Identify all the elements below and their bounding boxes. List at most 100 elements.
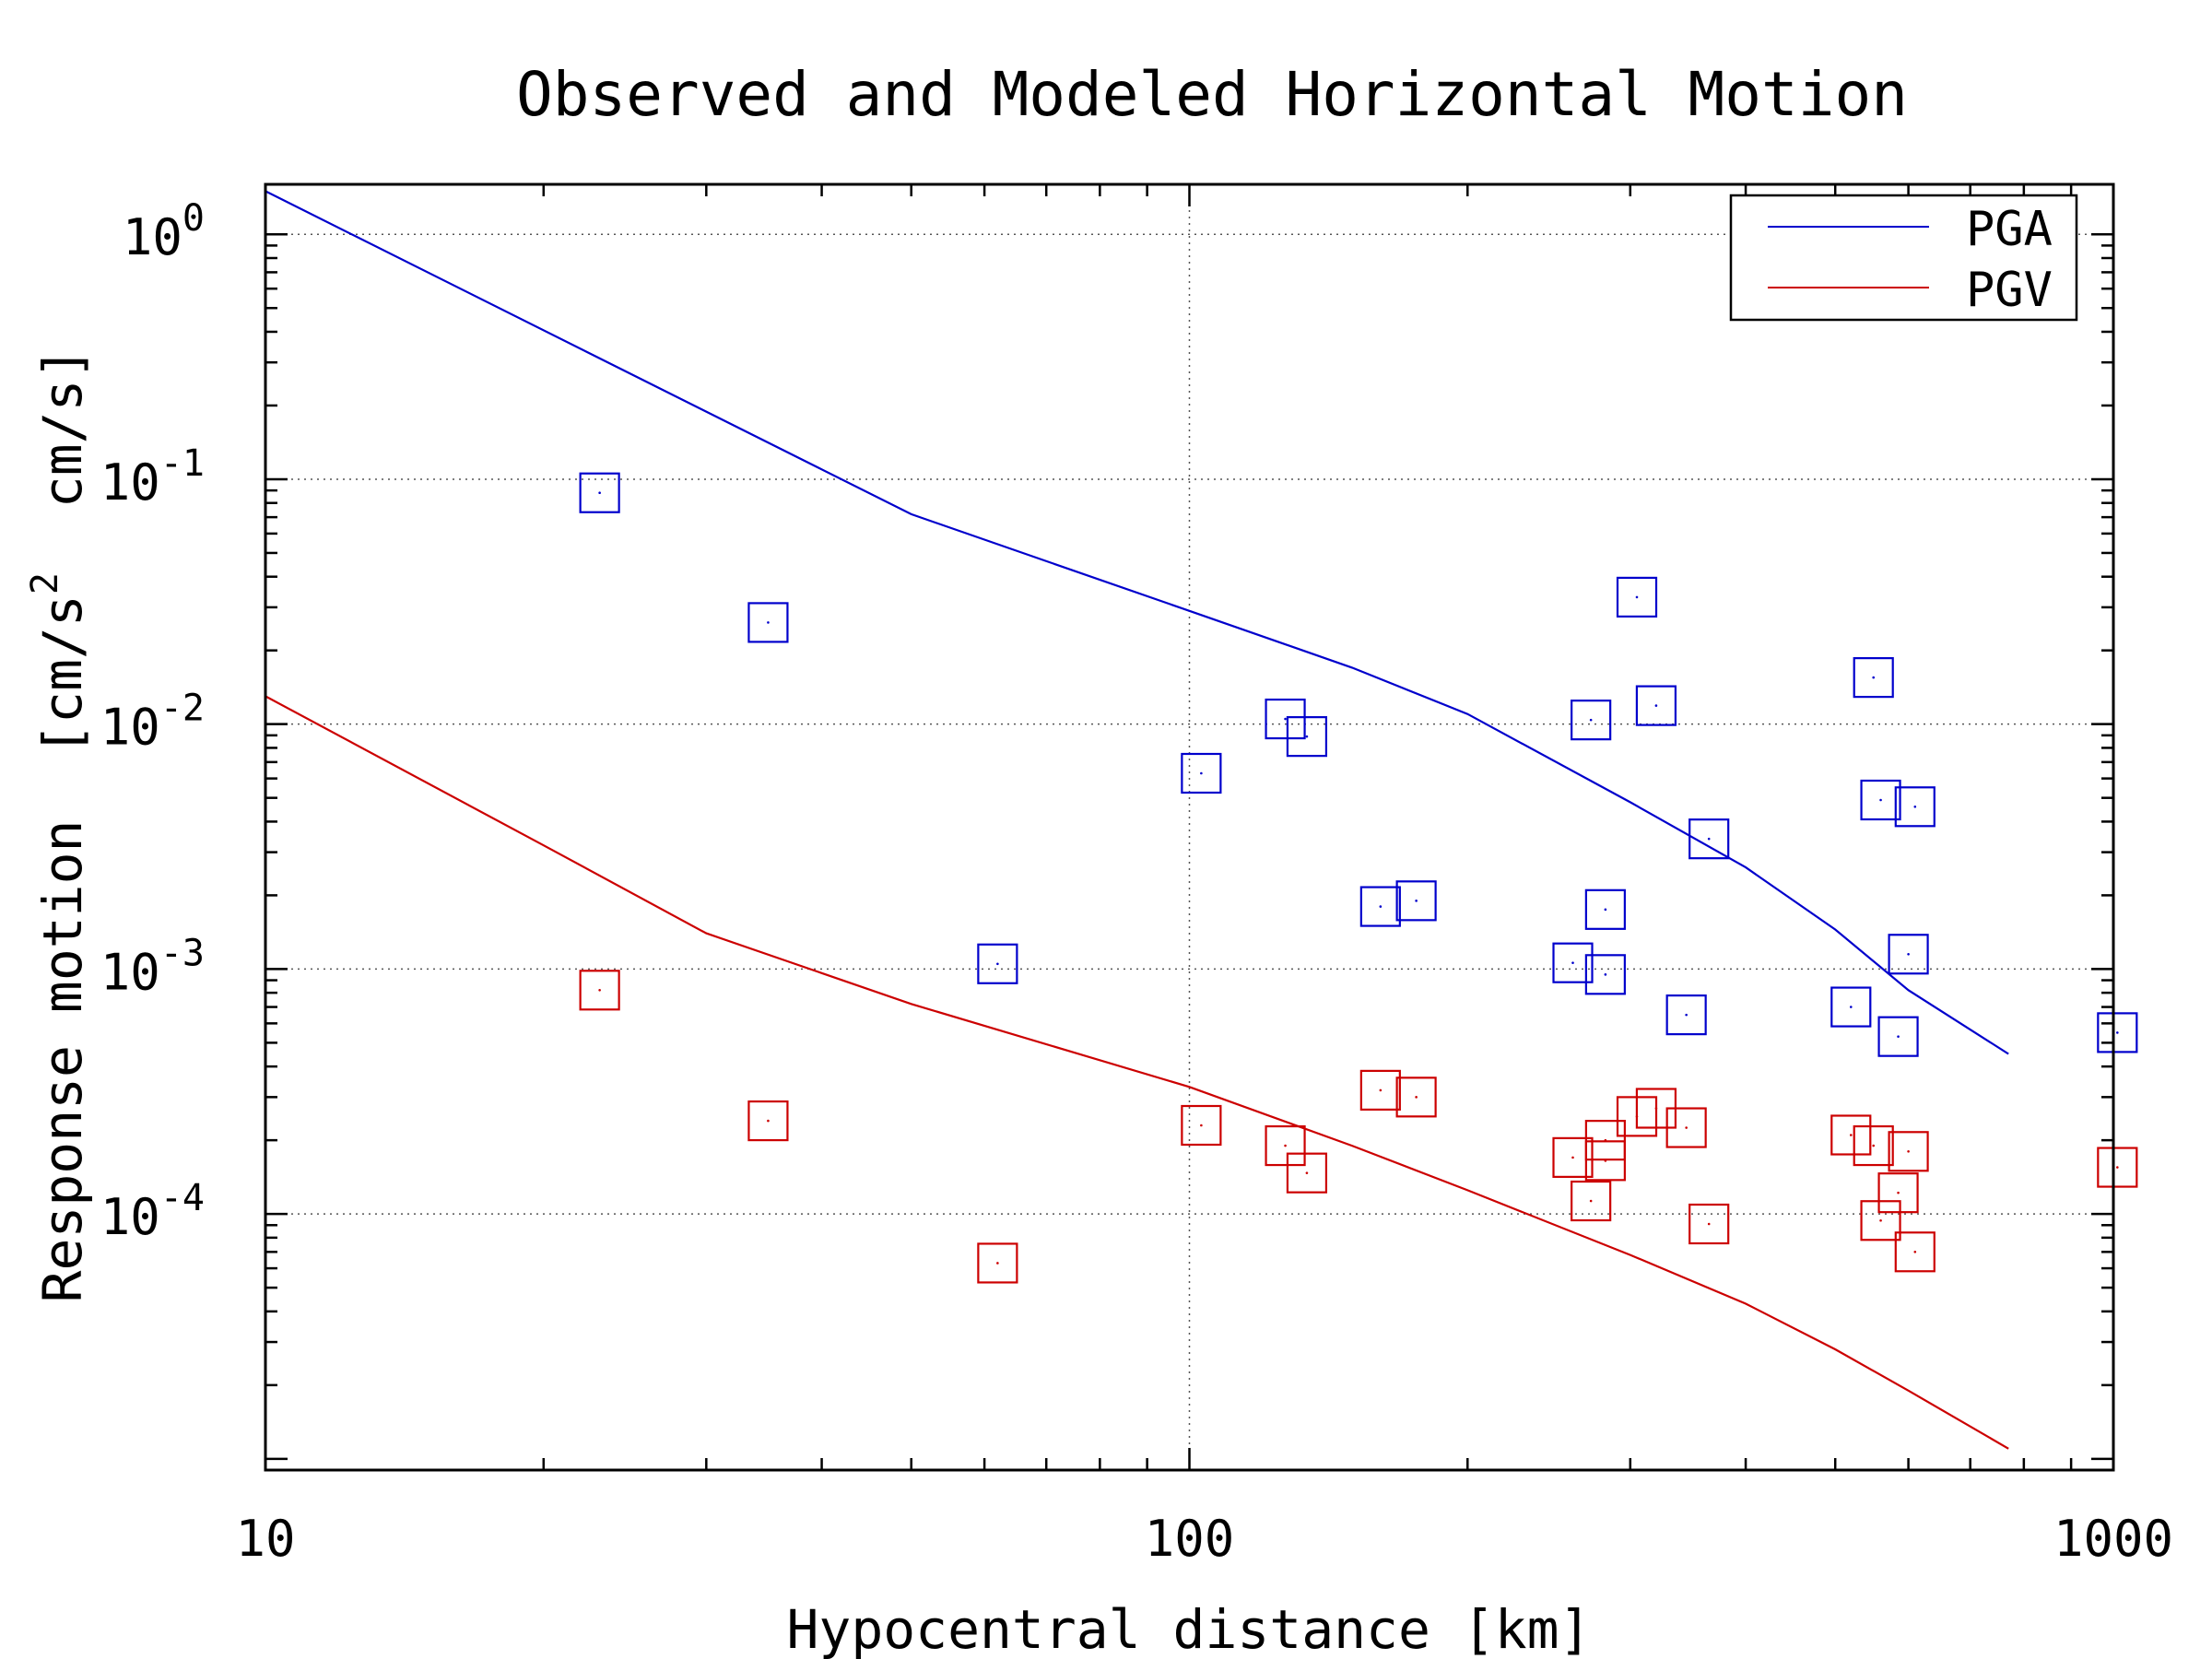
pga-observed-point — [2097, 1012, 2138, 1053]
pgv-observed-point — [1571, 1180, 1612, 1222]
y-axis-label-main: Response motion [cm/s — [31, 594, 94, 1302]
observed-points — [579, 472, 2138, 1284]
pga-observed-point — [1395, 880, 1437, 922]
pga-observed-point — [1181, 752, 1222, 794]
y-tick-label: 10-3 — [100, 932, 205, 1001]
y-axis-label-tail: cm/s] — [31, 347, 94, 572]
pgv-observed-point — [1584, 1120, 1626, 1161]
y-tick-label: 10-2 — [100, 688, 205, 757]
pgv-observed-point — [1888, 1131, 1929, 1172]
y-tick-label: 10-4 — [100, 1177, 205, 1246]
y-tick-label-base: 10 — [100, 453, 160, 512]
y-tick-label-base: 10 — [100, 943, 160, 1001]
pgv-point-center — [1305, 1171, 1309, 1174]
pga-observed-point — [1665, 994, 1707, 1036]
y-tick-label-exponent: -3 — [160, 932, 205, 974]
pgv-point-center — [1654, 1107, 1658, 1110]
pgv-observed-point — [1830, 1114, 1872, 1156]
pga-point-center — [1897, 1035, 1900, 1038]
legend-pgv-label: PGV — [1966, 263, 2053, 318]
pga-point-center — [1685, 1013, 1688, 1017]
pga-point-center — [1872, 676, 1876, 679]
pgv-observed-point — [1359, 1069, 1401, 1111]
pga-point-center — [2116, 1031, 2119, 1034]
y-tick-label-exponent: -2 — [160, 688, 205, 730]
y-axis-label-superscript: 2 — [24, 572, 66, 594]
pga-observed-point — [1265, 698, 1306, 740]
pga-observed-point — [1616, 576, 1658, 618]
pga-point-center — [598, 491, 601, 495]
pgv-point-center — [767, 1119, 770, 1123]
pgv-point-center — [1685, 1126, 1688, 1129]
legend-pga-label: PGA — [1966, 202, 2053, 257]
pga-model-line — [265, 190, 2009, 1055]
pga-observed-point — [1635, 685, 1677, 726]
plot-area — [265, 184, 2113, 1470]
pga-observed-point — [1853, 657, 1894, 699]
pga-observed-point — [977, 943, 1018, 984]
chart-title: Observed and Modeled Horizontal Motion — [516, 59, 1908, 130]
pga-point-center — [1589, 718, 1593, 722]
pgv-observed-point — [1265, 1124, 1306, 1167]
pgv-observed-point — [579, 970, 620, 1011]
model-curves — [265, 190, 2009, 1450]
pga-point-center — [996, 962, 999, 966]
pga-point-center — [1849, 1006, 1853, 1008]
pgv-point-center — [1879, 1218, 1882, 1222]
pga-point-center — [1707, 837, 1711, 841]
pga-observed-point — [1860, 779, 1901, 821]
y-tick-label: 10-1 — [100, 442, 205, 512]
pga-point-center — [1305, 735, 1309, 738]
pgv-point-center — [1707, 1222, 1711, 1226]
pgv-observed-point — [747, 1100, 789, 1142]
pga-point-center — [767, 621, 770, 624]
pgv-observed-point — [1665, 1107, 1707, 1148]
pga-point-center — [1571, 961, 1574, 964]
pgv-observed-point — [1894, 1231, 1936, 1273]
pga-observed-point — [1894, 786, 1936, 828]
x-axis-label: Hypocentral distance [km] — [787, 1598, 1592, 1659]
y-tick-label: 100 — [123, 197, 205, 266]
pgv-observed-point — [1552, 1136, 1594, 1178]
pgv-model-line — [265, 695, 2009, 1450]
legend-box — [1729, 194, 2078, 322]
pgv-point-center — [598, 989, 601, 992]
pgv-observed-point — [1860, 1200, 1901, 1241]
pgv-observed-point — [1877, 1172, 1919, 1214]
y-tick-label-exponent: -1 — [160, 442, 205, 485]
pga-observed-point — [579, 472, 620, 513]
pga-point-center — [1415, 900, 1418, 902]
pgv-point-center — [1913, 1250, 1917, 1253]
pgv-observed-point — [1286, 1152, 1328, 1194]
y-tick-label-exponent: -4 — [160, 1177, 205, 1219]
pga-point-center — [1604, 908, 1607, 912]
x-axis-tick-labels: 10 100 1000 — [235, 1510, 2173, 1568]
pgv-point-center — [1284, 1144, 1287, 1147]
pgv-point-center — [1200, 1124, 1203, 1127]
pga-observed-point — [1830, 986, 1872, 1028]
pga-point-center — [1907, 952, 1910, 956]
pga-observed-point — [1571, 700, 1612, 741]
pgv-point-center — [1907, 1149, 1910, 1153]
pgv-point-center — [1589, 1199, 1593, 1203]
pgv-point-center — [1571, 1156, 1574, 1159]
grid-lines — [265, 184, 2113, 1470]
pga-point-center — [1879, 798, 1882, 802]
y-axis-label: Response motion [cm/s2 cm/s] — [24, 347, 94, 1303]
y-tick-label-base: 10 — [100, 1188, 160, 1246]
pga-point-center — [1604, 973, 1607, 976]
pgv-point-center — [996, 1262, 999, 1265]
pgv-point-center — [1379, 1088, 1382, 1092]
axis-ticks — [264, 184, 2113, 1472]
pgv-point-center — [1415, 1096, 1418, 1099]
pga-observed-point — [1688, 818, 1730, 860]
legend: PGA PGV — [1729, 194, 2078, 322]
pga-observed-point — [1584, 888, 1626, 930]
pgv-point-center — [1604, 1138, 1607, 1142]
pgv-observed-point — [1181, 1104, 1222, 1147]
x-tick-label: 1000 — [2053, 1510, 2173, 1568]
pga-observed-point — [1877, 1016, 1919, 1057]
pgv-observed-point — [1853, 1124, 1894, 1167]
pgv-point-center — [1849, 1134, 1853, 1136]
